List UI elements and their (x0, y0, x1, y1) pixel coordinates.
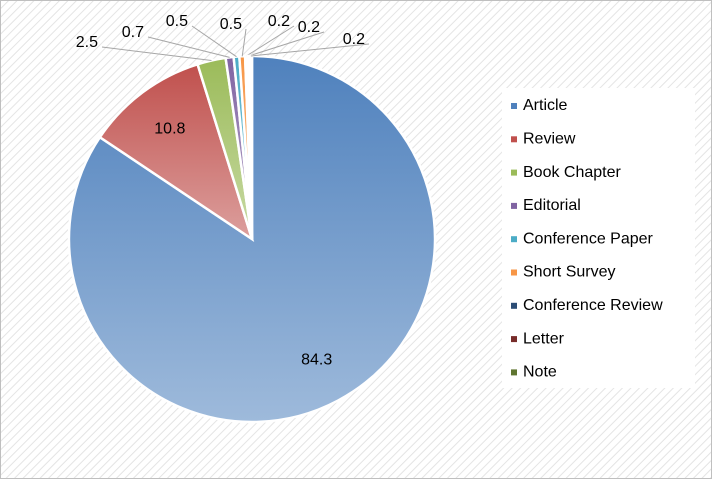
legend-label: Conference Paper (523, 230, 654, 247)
data-label: 10.8 (154, 120, 185, 137)
leader-line (248, 31, 325, 57)
legend-label: Conference Review (523, 297, 663, 314)
data-label: 0.2 (268, 13, 290, 30)
legend-marker (511, 136, 517, 143)
data-label: 0.5 (166, 13, 188, 30)
leader-line (241, 28, 247, 57)
legend-label: Note (523, 364, 557, 381)
leader-line (101, 46, 212, 62)
legend-marker (511, 269, 517, 276)
legend-label: Book Chapter (523, 164, 622, 181)
legend-marker (511, 236, 517, 243)
leader-line (191, 25, 237, 58)
legend-marker (511, 169, 517, 176)
data-label: 0.2 (298, 19, 320, 36)
legend-marker (511, 369, 517, 376)
legend-label: Review (523, 131, 576, 148)
leader-line (147, 36, 230, 58)
leader-line (250, 43, 370, 57)
data-label: 2.5 (76, 34, 98, 51)
data-label: 0.5 (220, 16, 242, 33)
leader-line (245, 25, 295, 57)
legend-label: Short Survey (523, 264, 615, 281)
legend-marker (511, 336, 517, 343)
legend-marker (511, 103, 517, 109)
legend-marker (511, 302, 517, 309)
legend-label: Article (523, 97, 568, 114)
legend-box (502, 88, 695, 388)
data-label: 0.2 (343, 31, 365, 48)
legend-marker (511, 202, 517, 209)
legend-label: Editorial (523, 197, 581, 214)
pie-slice (98, 62, 255, 243)
data-label: 0.7 (122, 24, 144, 41)
data-label: 84.3 (301, 351, 332, 368)
legend-label: Letter (523, 330, 565, 347)
